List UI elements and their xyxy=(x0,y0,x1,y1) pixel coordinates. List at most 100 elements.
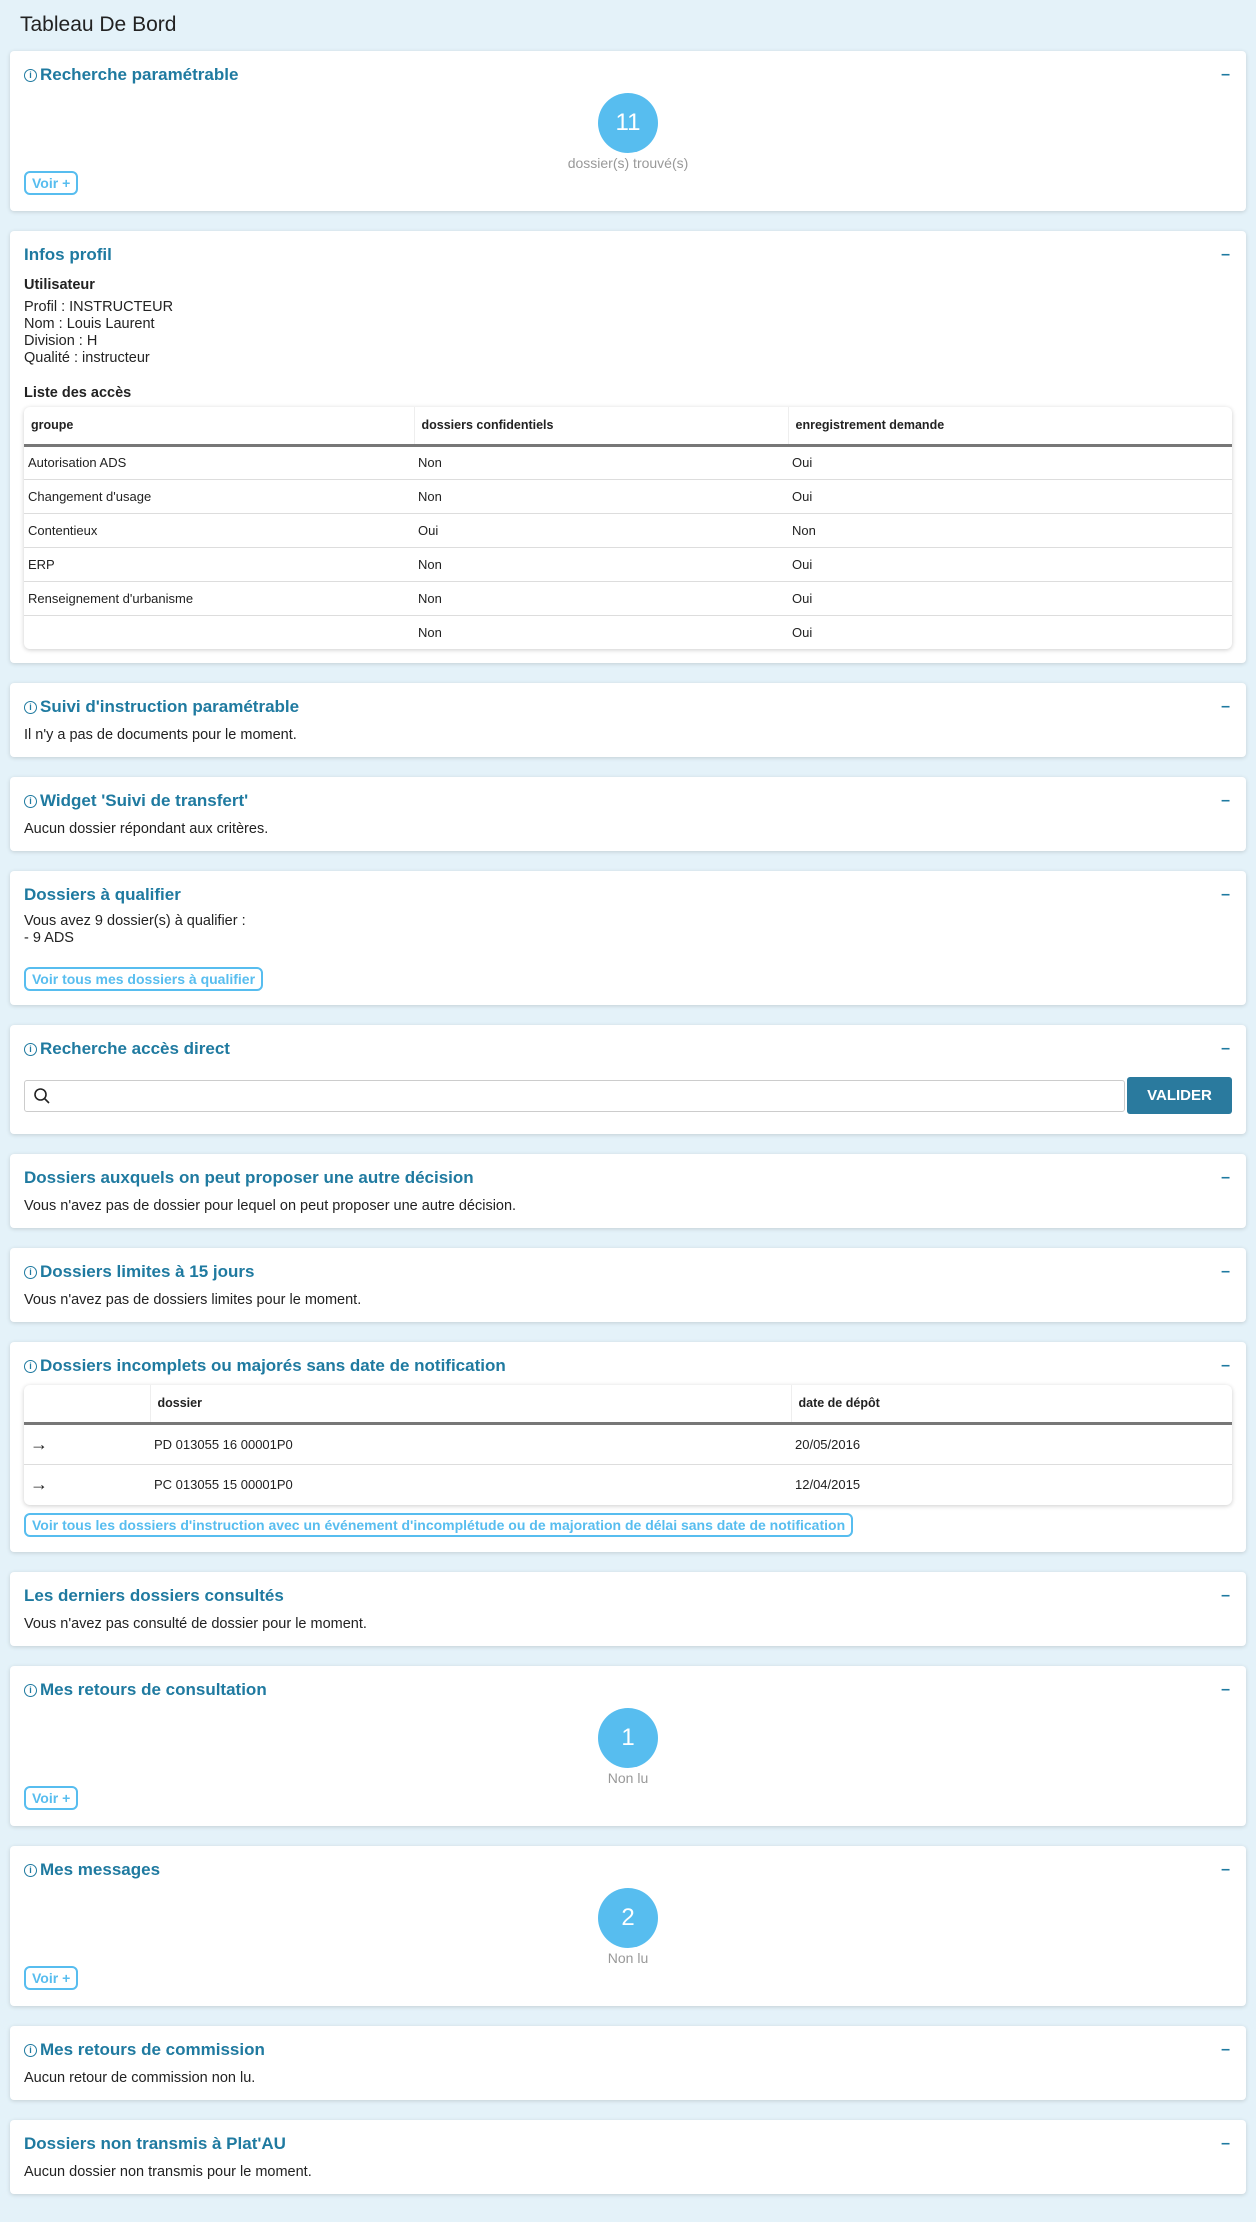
widget-title: Dossiers à qualifier xyxy=(24,885,181,904)
cell xyxy=(24,614,414,649)
collapse-button[interactable]: – xyxy=(1221,1587,1230,1604)
qualifier-count: Vous avez 9 dossier(s) à qualifier : xyxy=(24,913,246,929)
collapse-button[interactable]: – xyxy=(1221,66,1230,83)
info-icon[interactable]: i xyxy=(24,1359,37,1373)
cell: 20/05/2016 xyxy=(791,1422,1232,1464)
info-icon[interactable]: i xyxy=(24,1863,37,1877)
widget-title: Dossiers incomplets ou majorés sans date… xyxy=(40,1356,506,1375)
count-label: Non lu xyxy=(607,1950,649,1966)
cell: Non xyxy=(414,614,788,649)
info-icon[interactable]: i xyxy=(24,2043,37,2057)
widget-recherche-acces-direct: i Recherche accès direct – VALIDER xyxy=(10,1025,1246,1134)
widget-title: Mes retours de commission xyxy=(40,2040,265,2059)
table-row: ERP Non Oui xyxy=(24,546,1232,581)
table-row: Non Oui xyxy=(24,614,1232,649)
cell: Non xyxy=(414,478,788,513)
column-header[interactable]: date de dépôt xyxy=(790,1385,1232,1425)
cell[interactable]: PC 013055 15 00001P0 xyxy=(150,1463,791,1505)
column-header[interactable]: dossier xyxy=(149,1385,791,1425)
table-row[interactable]: → PC 013055 15 00001P0 12/04/2015 xyxy=(24,1463,1232,1505)
cell: Renseignement d'urbanisme xyxy=(24,580,414,615)
table-row: Autorisation ADS Non Oui xyxy=(24,444,1232,479)
cell: Non xyxy=(788,512,1232,547)
voir-plus-button[interactable]: Voir + xyxy=(24,1966,79,1990)
collapse-button[interactable]: – xyxy=(1221,2135,1230,2152)
arrow-right-icon[interactable]: → xyxy=(24,1422,150,1464)
widget-retours-commission: i Mes retours de commission – Aucun retour… xyxy=(10,2026,1246,2100)
info-icon[interactable]: i xyxy=(24,794,37,808)
collapse-button[interactable]: – xyxy=(1221,792,1230,809)
collapse-button[interactable]: – xyxy=(1221,1263,1230,1280)
count-bubble[interactable]: 2 xyxy=(598,1888,658,1948)
widget-title: Recherche accès direct xyxy=(40,1039,230,1058)
search-icon xyxy=(34,1087,50,1104)
info-icon[interactable]: i xyxy=(24,1042,37,1056)
table-row: Renseignement d'urbanisme Non Oui xyxy=(24,580,1232,615)
widget-message: Aucun retour de commission non lu. xyxy=(24,2070,256,2086)
voir-plus-button[interactable]: Voir + xyxy=(24,1786,79,1810)
collapse-button[interactable]: – xyxy=(1221,698,1230,715)
widget-title: Les derniers dossiers consultés xyxy=(24,1586,284,1605)
collapse-button[interactable]: – xyxy=(1221,246,1230,263)
info-icon[interactable]: i xyxy=(24,1265,37,1279)
widget-retours-consultation: i Mes retours de consultation – 1 Non lu Vo… xyxy=(10,1666,1246,1826)
access-table: groupe dossiers confidentiels enregistreme… xyxy=(24,407,1232,649)
column-header[interactable]: enregistrement demande xyxy=(787,407,1232,447)
widget-message: Aucun dossier non transmis pour le momen… xyxy=(24,2164,312,2180)
cell: Autorisation ADS xyxy=(24,444,414,479)
widget-mes-messages: i Mes messages – 2 Non lu Voir + xyxy=(10,1846,1246,2006)
column-header[interactable]: groupe xyxy=(24,407,414,447)
widget-title: Mes messages xyxy=(40,1860,161,1879)
count-bubble[interactable]: 1 xyxy=(598,1708,658,1768)
voir-dossiers-qualifier-button[interactable]: Voir tous mes dossiers à qualifier xyxy=(24,967,264,991)
widget-title: Dossiers limites à 15 jours xyxy=(40,1262,255,1281)
table-row: Contentieux Oui Non xyxy=(24,512,1232,547)
division-line: Division : H xyxy=(24,333,98,349)
widget-title: Mes retours de consultation xyxy=(40,1680,267,1699)
widget-message: Aucun dossier répondant aux critères. xyxy=(24,821,269,837)
incomplets-table: dossier date de dépôt → PD 013055 16 00001… xyxy=(24,1385,1232,1505)
count-bubble[interactable]: 11 xyxy=(598,93,658,153)
valider-button[interactable]: VALIDER xyxy=(1127,1077,1232,1114)
cell: Changement d'usage xyxy=(24,478,414,513)
qualifier-detail: - 9 ADS xyxy=(24,930,74,946)
column-header[interactable]: dossiers confidentiels xyxy=(413,407,788,447)
widget-message: Vous n'avez pas de dossiers limites pour… xyxy=(24,1292,362,1308)
widget-dossiers-incomplets: i Dossiers incomplets ou majorés sans dat… xyxy=(10,1342,1246,1552)
widget-title: Dossiers auxquels on peut proposer une a… xyxy=(24,1168,474,1187)
collapse-button[interactable]: – xyxy=(1221,1357,1230,1374)
cell: ERP xyxy=(24,546,414,581)
widget-suivi-transfert: i Widget 'Suivi de transfert' – Aucun doss… xyxy=(10,777,1246,851)
arrow-right-icon[interactable]: → xyxy=(24,1463,150,1505)
collapse-button[interactable]: – xyxy=(1221,886,1230,903)
collapse-button[interactable]: – xyxy=(1221,1861,1230,1878)
widget-title: Recherche paramétrable xyxy=(40,65,239,84)
widget-title: Suivi d'instruction paramétrable xyxy=(40,697,300,716)
info-icon[interactable]: i xyxy=(24,68,37,82)
widget-suivi-instruction: i Suivi d'instruction paramétrable – Il n'… xyxy=(10,683,1246,757)
cell: Oui xyxy=(788,614,1232,649)
widget-dossiers-a-qualifier: Dossiers à qualifier – Vous avez 9 dossie… xyxy=(10,871,1246,1005)
count-label: Non lu xyxy=(607,1770,649,1786)
widget-title: Dossiers non transmis à Plat'AU xyxy=(24,2134,286,2153)
cell: Oui xyxy=(788,478,1232,513)
table-row[interactable]: → PD 013055 16 00001P0 20/05/2016 xyxy=(24,1422,1232,1464)
widget-derniers-dossiers: Les derniers dossiers consultés – Vous n'… xyxy=(10,1572,1246,1646)
collapse-button[interactable]: – xyxy=(1221,1681,1230,1698)
cell: Oui xyxy=(788,580,1232,615)
widget-infos-profil: Infos profil – Utilisateur Profil : INSTR… xyxy=(10,231,1246,663)
search-input[interactable] xyxy=(24,1079,1125,1112)
user-heading: Utilisateur xyxy=(24,277,95,293)
collapse-button[interactable]: – xyxy=(1221,1040,1230,1057)
voir-plus-button[interactable]: Voir + xyxy=(24,171,79,195)
info-icon[interactable]: i xyxy=(24,700,37,714)
qualite-line: Qualité : instructeur xyxy=(24,350,150,366)
info-icon[interactable]: i xyxy=(24,1683,37,1697)
collapse-button[interactable]: – xyxy=(1221,2041,1230,2058)
collapse-button[interactable]: – xyxy=(1221,1169,1230,1186)
cell: Non xyxy=(414,444,788,479)
table-row: Changement d'usage Non Oui xyxy=(24,478,1232,513)
voir-tous-incomplets-button[interactable]: Voir tous les dossiers d'instruction ave… xyxy=(24,1513,854,1537)
widget-dossiers-limites: i Dossiers limites à 15 jours – Vous n'ave… xyxy=(10,1248,1246,1322)
cell[interactable]: PD 013055 16 00001P0 xyxy=(150,1422,791,1464)
